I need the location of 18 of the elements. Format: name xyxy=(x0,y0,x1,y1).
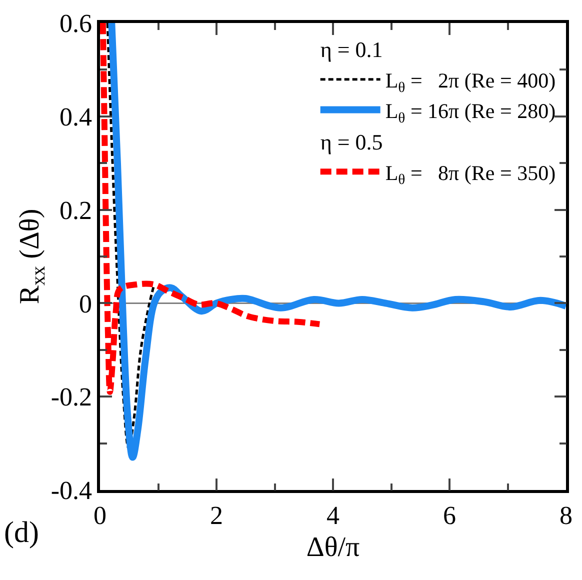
annotation: η = 0.5 xyxy=(320,129,383,154)
y-tick-label: -0.2 xyxy=(50,382,92,412)
y-tick-label: 0.2 xyxy=(60,196,92,225)
text: (d) xyxy=(4,516,39,549)
legend-label: L$_{θ}$ = 8π (Re = 350) xyxy=(385,160,556,188)
legend-label: L$_{θ}$ = 2π (Re = 400) xyxy=(385,68,556,96)
legend-label: L$_{θ}$ = 16π (Re = 280) xyxy=(385,98,556,126)
x-tick-label: 4 xyxy=(326,500,340,530)
x-tick-label: 6 xyxy=(443,500,456,530)
y-tick-label: 0.4 xyxy=(60,102,92,132)
x-tick-label: 8 xyxy=(560,500,572,530)
y-tick-label: 0 xyxy=(79,289,92,318)
y-tick-label: 0.6 xyxy=(60,9,92,38)
x-tick-label: 2 xyxy=(210,500,223,530)
annotation: η = 0.1 xyxy=(320,37,383,62)
y-tick-label: -0.4 xyxy=(50,476,92,506)
x-axis-title: Δθ/π xyxy=(306,532,360,564)
line-series xyxy=(106,23,156,450)
